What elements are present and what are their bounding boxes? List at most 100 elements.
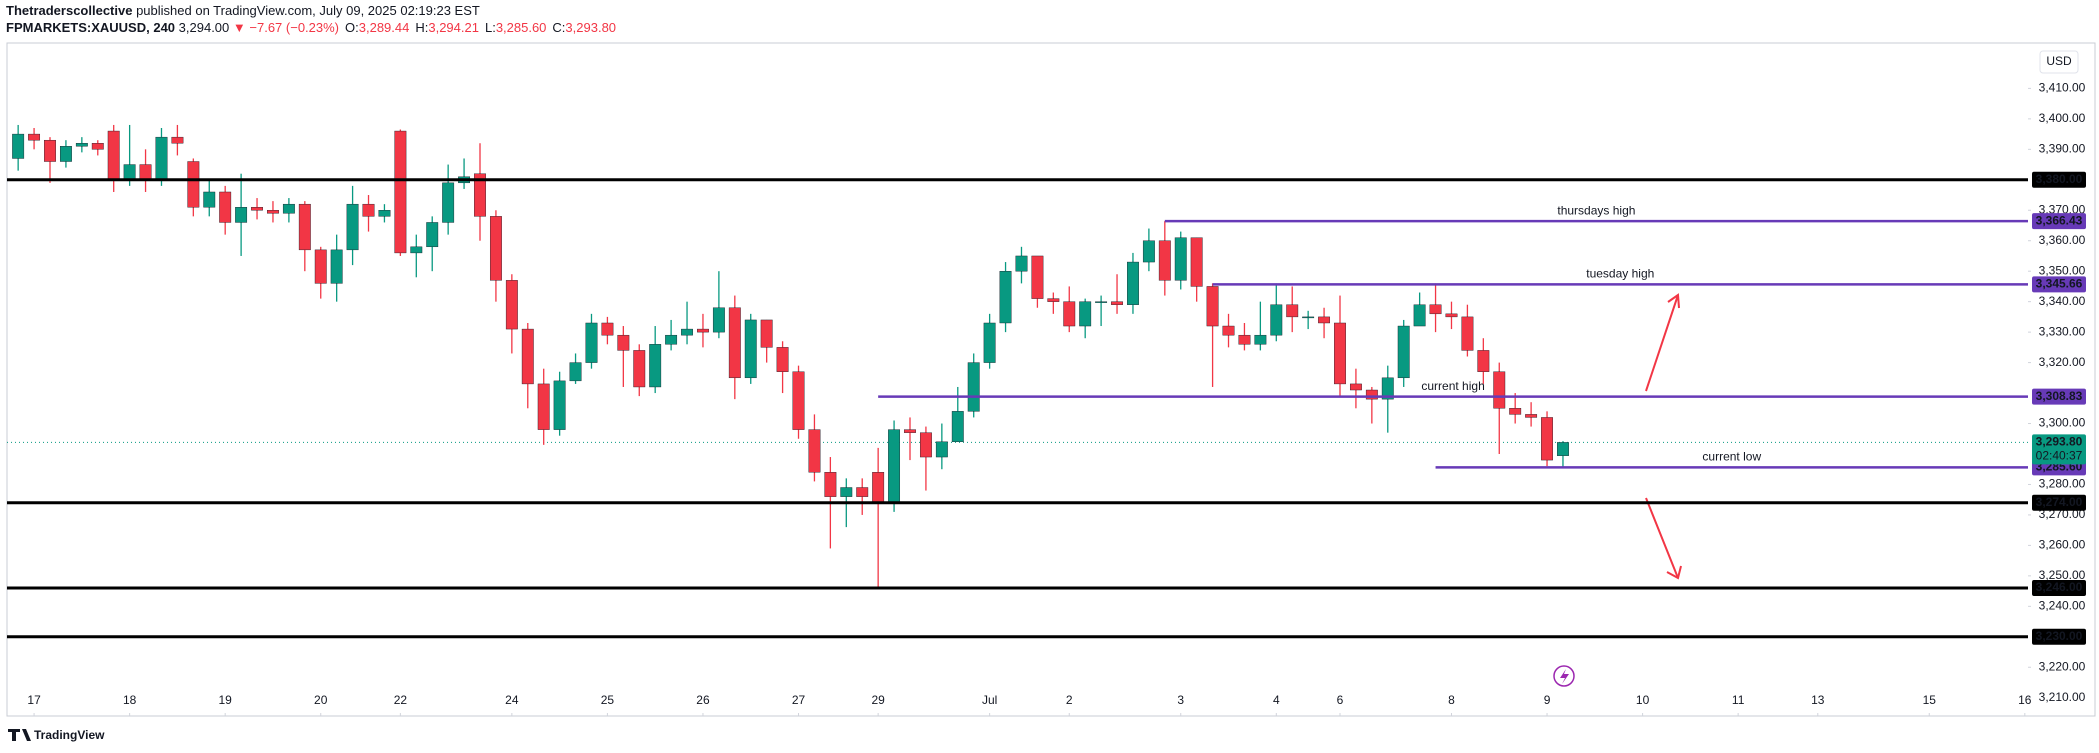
candle-body bbox=[394, 130, 407, 254]
level-label: 3,308.83 bbox=[2036, 389, 2083, 403]
alert-icon[interactable] bbox=[1553, 665, 1575, 687]
candle-body bbox=[314, 249, 327, 284]
candle-body bbox=[362, 203, 375, 217]
candle-body bbox=[1079, 301, 1092, 327]
candle-body bbox=[1063, 301, 1076, 327]
level-label: 3,380.00 bbox=[2036, 172, 2083, 186]
level-label-box bbox=[2032, 388, 2086, 405]
x-tick-label: 15 bbox=[1923, 693, 1937, 707]
candle-body bbox=[697, 328, 709, 333]
candle-body bbox=[1349, 383, 1362, 391]
candle-body bbox=[219, 191, 232, 223]
candle-body bbox=[1047, 298, 1060, 302]
candle-body bbox=[904, 429, 916, 433]
candle-body bbox=[1429, 304, 1442, 315]
candle-body bbox=[601, 322, 614, 336]
x-tick-label: 2 bbox=[1066, 693, 1073, 707]
x-tick-label: Jul bbox=[982, 693, 997, 707]
candle-body bbox=[792, 371, 805, 430]
candle-body bbox=[1190, 237, 1203, 287]
candle-body bbox=[983, 322, 996, 363]
x-tick-label: 10 bbox=[1636, 693, 1650, 707]
currency: USD bbox=[2046, 54, 2072, 68]
candle-body bbox=[44, 139, 56, 162]
y-tick-label: 3,210.00 bbox=[2039, 690, 2086, 704]
candle-body bbox=[824, 472, 837, 497]
candle-body bbox=[1541, 417, 1553, 461]
level-label-box bbox=[2032, 580, 2086, 597]
chart-frame bbox=[6, 42, 2096, 717]
arrow-down bbox=[1645, 497, 1679, 579]
brand: TradingView bbox=[34, 728, 105, 742]
candle-body bbox=[251, 207, 263, 211]
published: published on TradingView.com, July 09, 2… bbox=[136, 3, 480, 18]
candle-body bbox=[1318, 316, 1331, 324]
candle-body bbox=[123, 164, 136, 180]
x-tick-label: 11 bbox=[1732, 693, 1745, 707]
y-tick-label: 3,400.00 bbox=[2039, 111, 2086, 125]
header-line-1: Thetraderscollective published on Tradin… bbox=[6, 3, 480, 18]
y-tick-label: 3,250.00 bbox=[2039, 568, 2086, 582]
candle-body bbox=[1365, 389, 1378, 400]
level-annotation: tuesday high bbox=[1586, 267, 1654, 281]
level-label: 3,345.66 bbox=[2036, 277, 2083, 291]
candle-body bbox=[1031, 255, 1044, 299]
x-tick-label: 19 bbox=[219, 693, 233, 707]
level-label-box bbox=[2032, 494, 2086, 511]
candle-body bbox=[919, 432, 932, 458]
candle-body bbox=[728, 307, 741, 379]
candle-body bbox=[808, 429, 821, 473]
y-tick-label: 3,220.00 bbox=[2039, 659, 2086, 673]
y-tick-label: 3,260.00 bbox=[2039, 538, 2086, 552]
candle-body bbox=[999, 270, 1012, 324]
candle-body bbox=[59, 146, 72, 162]
x-tick-label: 6 bbox=[1337, 693, 1344, 707]
candle-body bbox=[1222, 325, 1235, 336]
arrow-up bbox=[1645, 294, 1679, 392]
y-tick-label: 3,390.00 bbox=[2039, 141, 2086, 155]
candle-body bbox=[1461, 316, 1474, 351]
candle-body bbox=[1525, 414, 1538, 418]
candle-body bbox=[1493, 371, 1506, 409]
x-tick-label: 20 bbox=[314, 693, 328, 707]
x-tick-label: 18 bbox=[123, 693, 137, 707]
candle-body bbox=[951, 411, 964, 443]
candle-body bbox=[282, 203, 295, 214]
level-label: 3,366.43 bbox=[2036, 213, 2083, 227]
candle-body bbox=[617, 334, 630, 351]
candle-body bbox=[1254, 334, 1267, 345]
y-tick-label: 3,340.00 bbox=[2039, 294, 2086, 308]
brand-logo bbox=[8, 729, 31, 741]
x-tick-label: 16 bbox=[2018, 693, 2032, 707]
x-tick-label: 17 bbox=[27, 693, 41, 707]
candle-body bbox=[1158, 240, 1171, 281]
y-tick-label: 3,300.00 bbox=[2039, 416, 2086, 430]
x-tick-label: 9 bbox=[1544, 693, 1551, 707]
candle-body bbox=[91, 143, 104, 150]
candle-body bbox=[935, 441, 948, 458]
last-price-label: 3,293.80 bbox=[2036, 435, 2083, 449]
x-tick-label: 26 bbox=[696, 693, 710, 707]
ohlc-value: 3,294.21 bbox=[428, 20, 479, 35]
level-annotation: thursdays high bbox=[1557, 203, 1635, 217]
y-tick-label: 3,280.00 bbox=[2039, 477, 2086, 491]
candle-body bbox=[681, 328, 693, 336]
currency-box[interactable] bbox=[2039, 50, 2079, 74]
arrow: ▼ bbox=[233, 20, 246, 35]
candle-body bbox=[537, 383, 550, 430]
candle-body bbox=[1174, 237, 1187, 281]
ohlc-key: C: bbox=[552, 20, 565, 35]
candle-body bbox=[665, 334, 678, 345]
candle-body bbox=[1015, 255, 1028, 272]
x-tick-label: 27 bbox=[792, 693, 806, 707]
candle-body bbox=[12, 133, 25, 159]
candle-body bbox=[346, 203, 359, 251]
candle-body bbox=[28, 133, 41, 141]
x-tick-label: 25 bbox=[601, 693, 615, 707]
ohlc-value: 3,285.60 bbox=[496, 20, 547, 35]
candle-body bbox=[521, 328, 534, 385]
candle-body bbox=[298, 203, 311, 251]
candle-body bbox=[75, 143, 88, 147]
